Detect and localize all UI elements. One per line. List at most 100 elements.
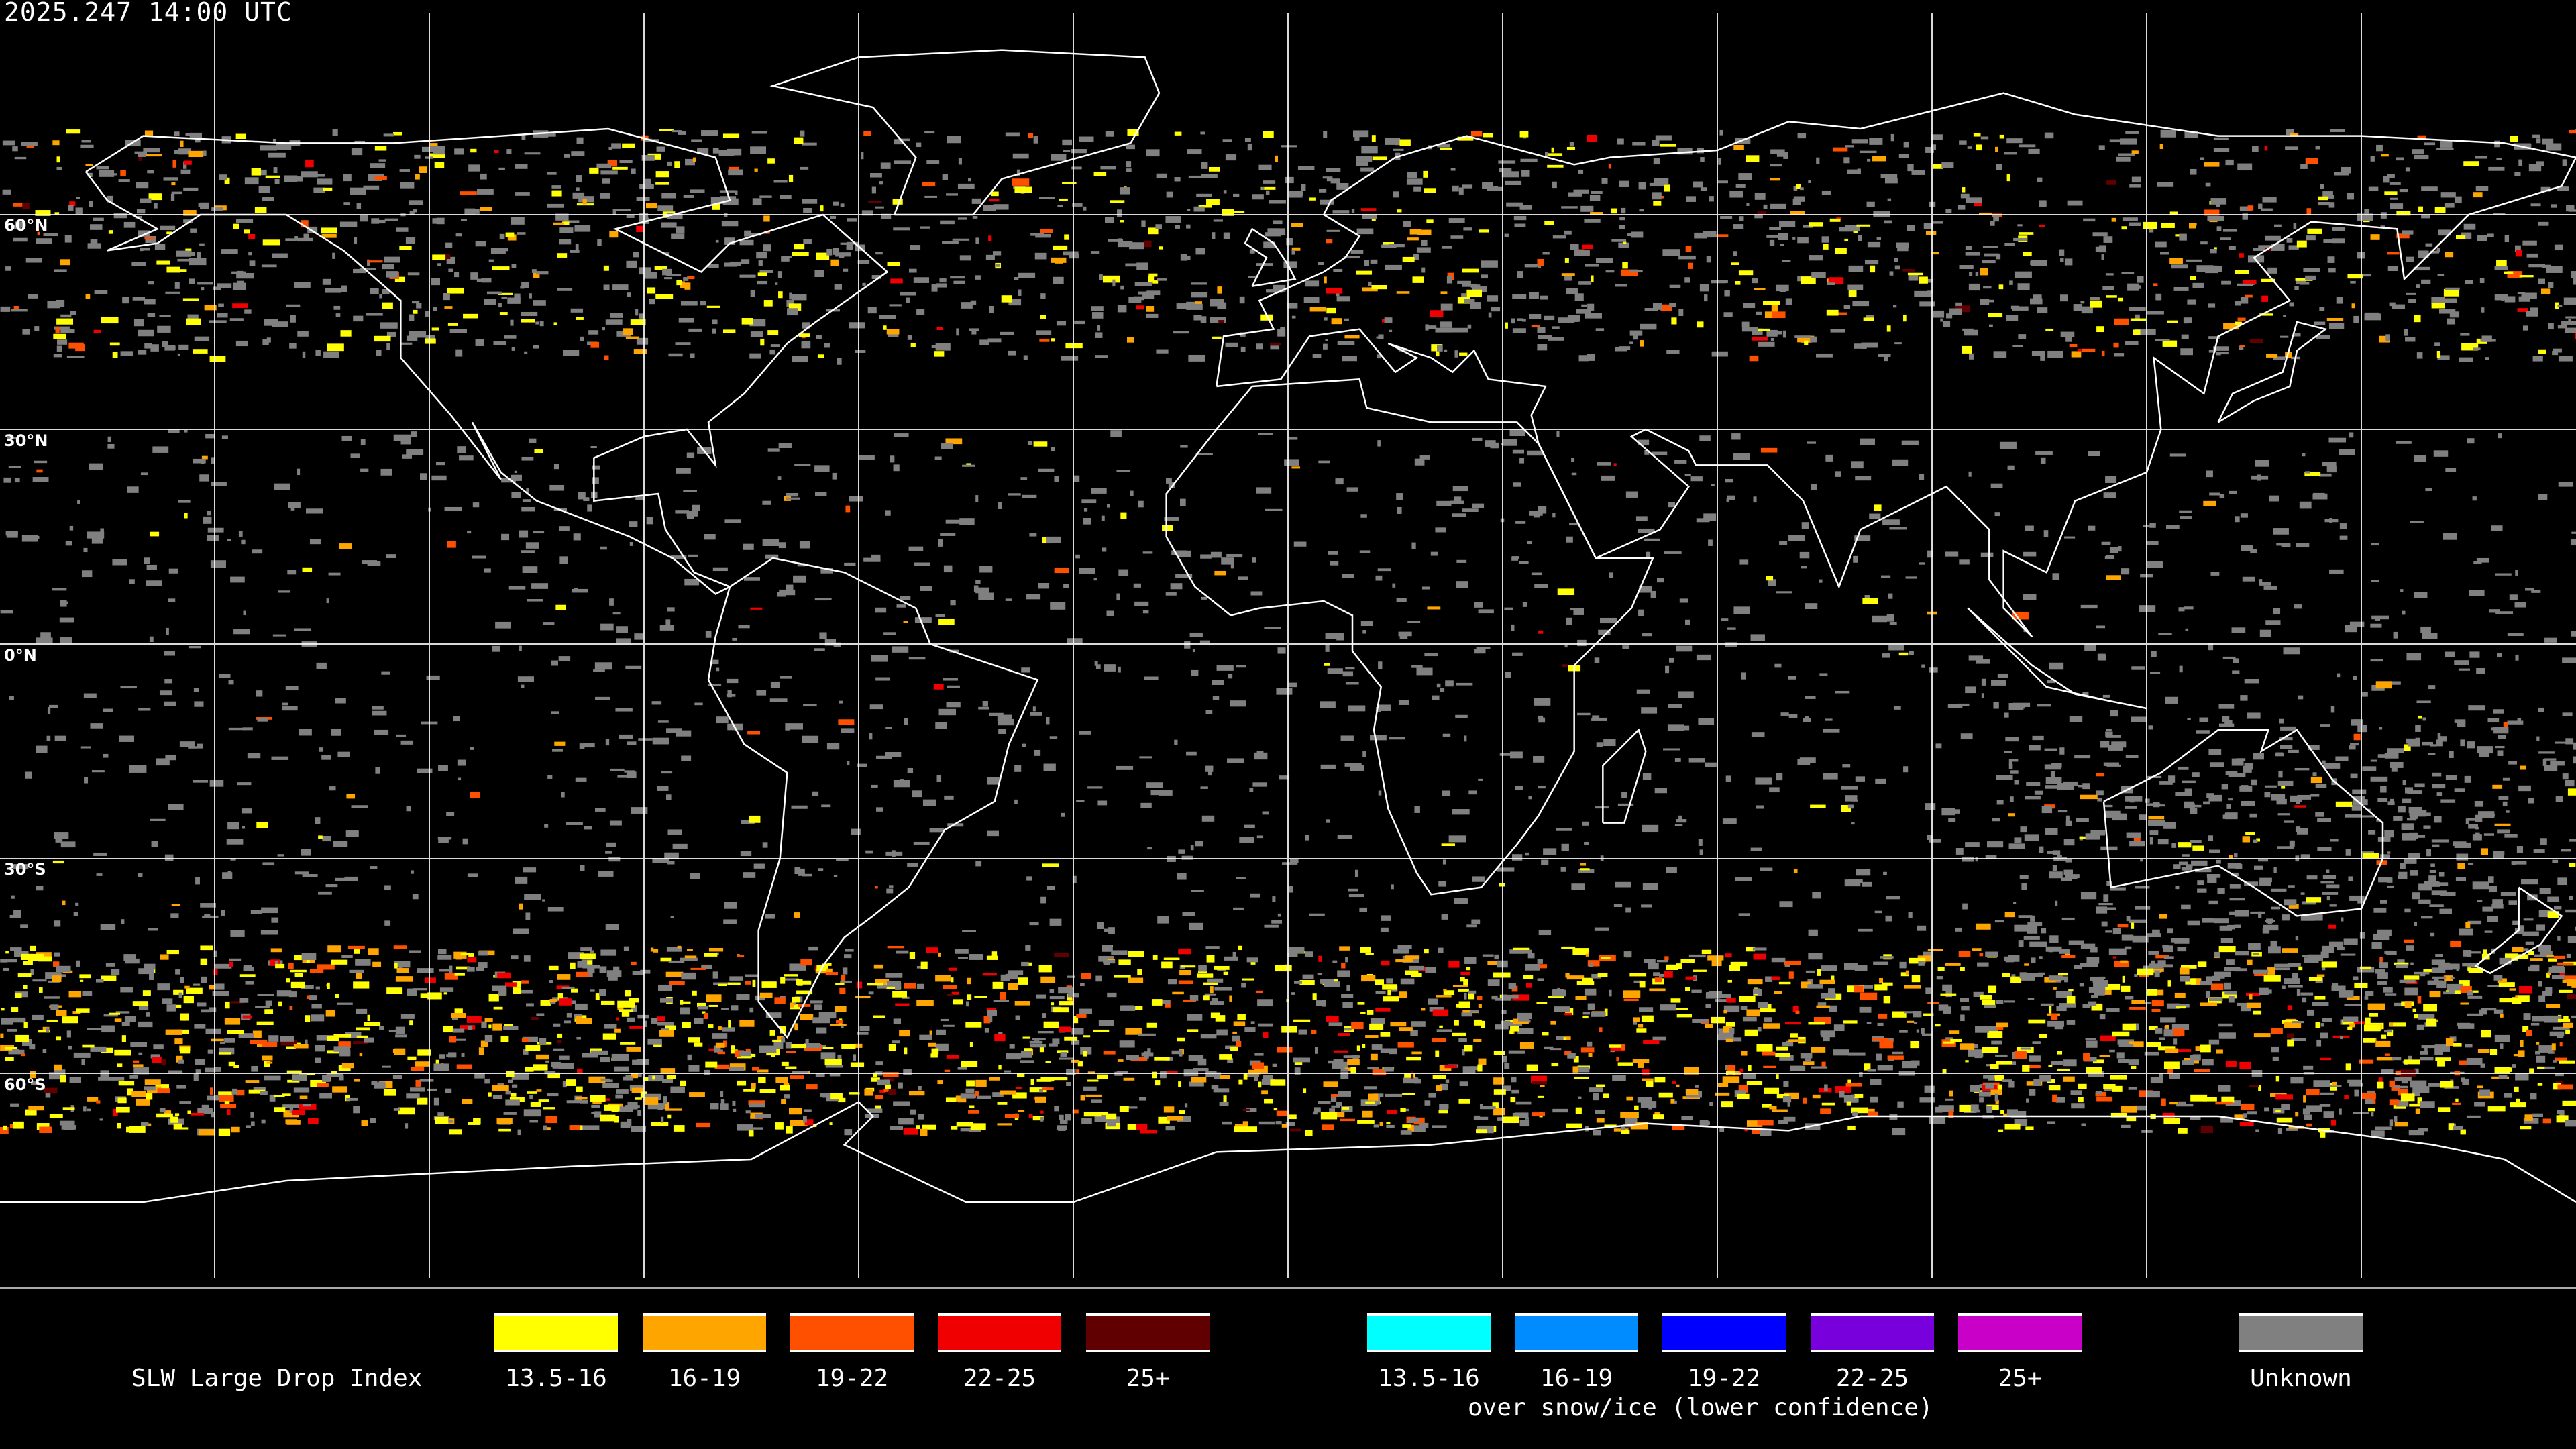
cloud-pixel	[2240, 297, 2249, 304]
cloud-pixel	[1062, 139, 1072, 146]
cloud-pixel	[1200, 1034, 1217, 1039]
cloud-pixel	[966, 1080, 975, 1087]
cloud-pixel	[101, 173, 117, 176]
cloud-pixel	[153, 1044, 164, 1050]
cloud-pixel	[505, 982, 517, 987]
cloud-pixel	[708, 1048, 716, 1051]
cloud-pixel	[975, 861, 982, 867]
cloud-pixel	[382, 264, 394, 270]
cloud-pixel	[829, 1122, 833, 1125]
cloud-pixel	[1289, 437, 1298, 440]
cloud-pixel	[690, 189, 705, 193]
cloud-pixel	[2190, 1094, 2208, 1102]
cloud-pixel	[1275, 1121, 1282, 1125]
cloud-pixel	[1567, 1053, 1576, 1059]
cloud-pixel	[186, 987, 203, 994]
cloud-pixel	[1832, 1049, 1849, 1056]
cloud-pixel	[1561, 273, 1575, 276]
cloud-pixel	[451, 1013, 466, 1018]
cloud-pixel	[877, 985, 887, 989]
cloud-pixel	[1941, 162, 1954, 168]
cloud-pixel	[2264, 145, 2268, 151]
cloud-pixel	[351, 805, 369, 808]
cloud-pixel	[2077, 348, 2082, 352]
cloud-pixel	[1843, 157, 1850, 164]
cloud-pixel	[394, 963, 398, 969]
cloud-pixel	[1040, 293, 1046, 299]
cloud-pixel	[666, 794, 672, 800]
cloud-pixel	[1642, 633, 1652, 637]
cloud-pixel	[2090, 297, 2100, 301]
cloud-pixel	[2536, 924, 2546, 931]
cloud-pixel	[2158, 1037, 2165, 1040]
cloud-pixel	[69, 201, 76, 207]
cloud-pixel	[1136, 1124, 1148, 1130]
cloud-pixel	[2108, 948, 2127, 955]
cloud-pixel	[228, 727, 246, 731]
cloud-pixel	[1584, 841, 1589, 845]
cloud-pixel	[1585, 264, 1599, 267]
cloud-pixel	[600, 546, 607, 550]
cloud-pixel	[2460, 1002, 2469, 1005]
cloud-pixel	[61, 974, 66, 977]
cloud-pixel	[2101, 921, 2108, 927]
cloud-pixel	[1329, 1108, 1336, 1113]
cloud-pixel	[1692, 1018, 1708, 1023]
cloud-pixel	[2429, 990, 2441, 998]
cloud-pixel	[2210, 198, 2227, 205]
cloud-pixel	[120, 686, 137, 689]
cloud-pixel	[1593, 1130, 1601, 1136]
cloud-pixel	[1229, 995, 1232, 1002]
cloud-pixel	[2414, 315, 2421, 323]
cloud-pixel	[2280, 335, 2289, 338]
cloud-pixel	[909, 952, 916, 959]
cloud-pixel	[213, 286, 221, 290]
cloud-pixel	[1187, 1029, 1199, 1032]
cloud-pixel	[1100, 166, 1116, 170]
cloud-pixel	[833, 201, 839, 206]
cloud-pixel	[1605, 270, 1615, 273]
cloud-pixel	[2404, 1059, 2420, 1065]
cloud-pixel	[1541, 859, 1549, 865]
cloud-pixel	[315, 350, 321, 356]
cloud-pixel	[1257, 999, 1273, 1007]
cloud-pixel	[2092, 1059, 2104, 1064]
cloud-pixel	[419, 166, 427, 173]
cloud-pixel	[1475, 1129, 1487, 1134]
cloud-pixel	[2275, 1109, 2281, 1112]
cloud-pixel	[1950, 1038, 1962, 1042]
cloud-pixel	[2488, 166, 2505, 171]
cloud-pixel	[1552, 989, 1566, 997]
cloud-pixel	[170, 193, 175, 201]
cloud-pixel	[814, 1004, 822, 1010]
cloud-pixel	[87, 531, 105, 539]
cloud-pixel	[147, 313, 156, 317]
cloud-pixel	[1525, 963, 1540, 971]
cloud-pixel	[1458, 187, 1464, 195]
cloud-pixel	[289, 1006, 293, 1010]
cloud-pixel	[2326, 466, 2337, 473]
cloud-pixel	[2400, 1093, 2415, 1102]
cloud-pixel	[576, 971, 592, 977]
cloud-pixel	[1059, 1114, 1064, 1120]
cloud-pixel	[2221, 1096, 2235, 1103]
cloud-pixel	[2224, 720, 2233, 727]
cloud-pixel	[1336, 1102, 1342, 1106]
cloud-pixel	[235, 219, 254, 223]
cloud-pixel	[443, 254, 451, 259]
cloud-pixel	[1205, 946, 1220, 949]
cloud-pixel	[2223, 322, 2239, 330]
cloud-pixel	[1007, 970, 1024, 976]
cloud-pixel	[1458, 1099, 1470, 1104]
cloud-pixel	[818, 1044, 826, 1049]
cloud-pixel	[1812, 1094, 1821, 1099]
cloud-pixel	[2553, 348, 2562, 353]
cloud-pixel	[1368, 281, 1372, 286]
cloud-pixel	[2370, 659, 2383, 662]
cloud-pixel	[1272, 1063, 1277, 1067]
cloud-pixel	[2120, 960, 2128, 963]
cloud-pixel	[582, 1125, 600, 1130]
cloud-pixel	[439, 1054, 445, 1059]
cloud-pixel	[1293, 1019, 1311, 1022]
cloud-pixel	[2548, 958, 2557, 962]
